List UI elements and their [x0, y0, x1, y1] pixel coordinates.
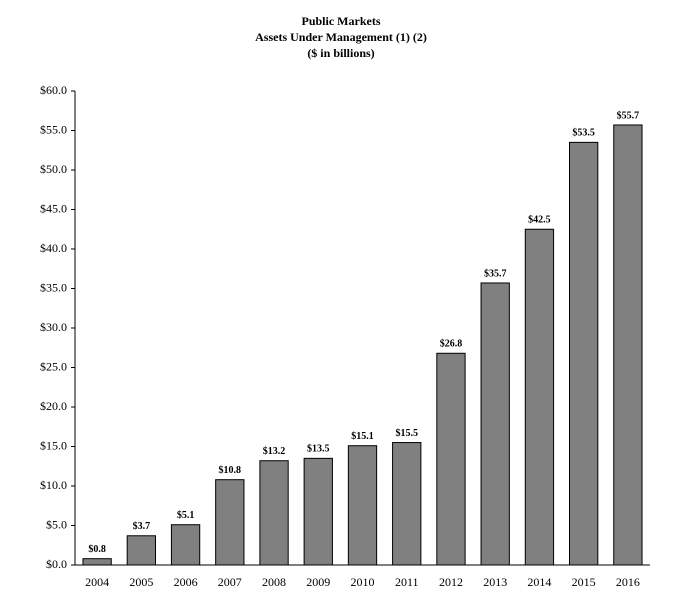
- y-tick-label: $5.0: [46, 517, 67, 531]
- x-tick-label: 2009: [306, 575, 330, 589]
- chart-title: Public Markets: [302, 14, 381, 28]
- chart-title: Assets Under Management (1) (2): [255, 30, 427, 44]
- x-tick-label: 2005: [129, 575, 153, 589]
- value-label: $3.7: [133, 521, 151, 532]
- value-label: $13.5: [307, 444, 330, 455]
- value-label: $55.7: [617, 110, 640, 121]
- y-tick-label: $50.0: [40, 162, 67, 176]
- x-tick-label: 2006: [174, 575, 198, 589]
- bar: [524, 228, 555, 566]
- bar: [436, 352, 466, 566]
- bar: [480, 282, 510, 566]
- chart-title: ($ in billions): [307, 46, 374, 60]
- x-tick-label: 2014: [527, 575, 551, 589]
- value-label: $15.1: [351, 431, 374, 442]
- value-label: $35.7: [484, 268, 507, 279]
- bar: [215, 479, 245, 566]
- x-tick-label: 2015: [572, 575, 596, 589]
- x-tick-label: 2010: [351, 575, 375, 589]
- bar: [613, 124, 643, 566]
- y-tick-label: $40.0: [40, 241, 67, 255]
- y-tick-label: $45.0: [40, 201, 67, 215]
- x-tick-label: 2016: [616, 575, 640, 589]
- value-label: $10.8: [219, 465, 242, 476]
- bar: [82, 558, 112, 566]
- bar: [347, 445, 378, 566]
- bar: [170, 524, 201, 566]
- x-tick-label: 2004: [85, 575, 109, 589]
- value-label: $15.5: [395, 428, 418, 439]
- y-tick-label: $25.0: [40, 359, 67, 373]
- bar: [569, 141, 599, 566]
- y-tick-label: $15.0: [40, 438, 67, 452]
- y-tick-label: $20.0: [40, 399, 67, 413]
- bar: [259, 460, 289, 566]
- value-label: $13.2: [263, 446, 286, 457]
- value-label: $26.8: [440, 339, 463, 350]
- bar: [303, 457, 333, 566]
- x-tick-label: 2012: [439, 575, 463, 589]
- y-tick-label: $30.0: [40, 320, 67, 334]
- value-label: $42.5: [528, 215, 551, 226]
- bar: [126, 535, 156, 566]
- y-tick-label: $10.0: [40, 478, 67, 492]
- x-tick-label: 2007: [218, 575, 242, 589]
- value-label: $53.5: [572, 128, 595, 139]
- bar: [392, 442, 422, 566]
- value-label: $5.1: [177, 510, 195, 521]
- x-tick-label: 2011: [395, 575, 419, 589]
- y-tick-label: $0.0: [46, 557, 67, 571]
- y-tick-label: $35.0: [40, 280, 67, 294]
- x-tick-label: 2008: [262, 575, 286, 589]
- x-tick-label: 2013: [483, 575, 507, 589]
- value-label: $0.8: [88, 544, 106, 555]
- y-tick-label: $60.0: [40, 83, 67, 97]
- y-tick-label: $55.0: [40, 122, 67, 136]
